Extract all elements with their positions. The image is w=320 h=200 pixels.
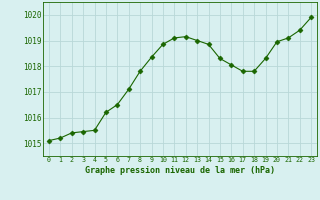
X-axis label: Graphe pression niveau de la mer (hPa): Graphe pression niveau de la mer (hPa) — [85, 166, 275, 175]
